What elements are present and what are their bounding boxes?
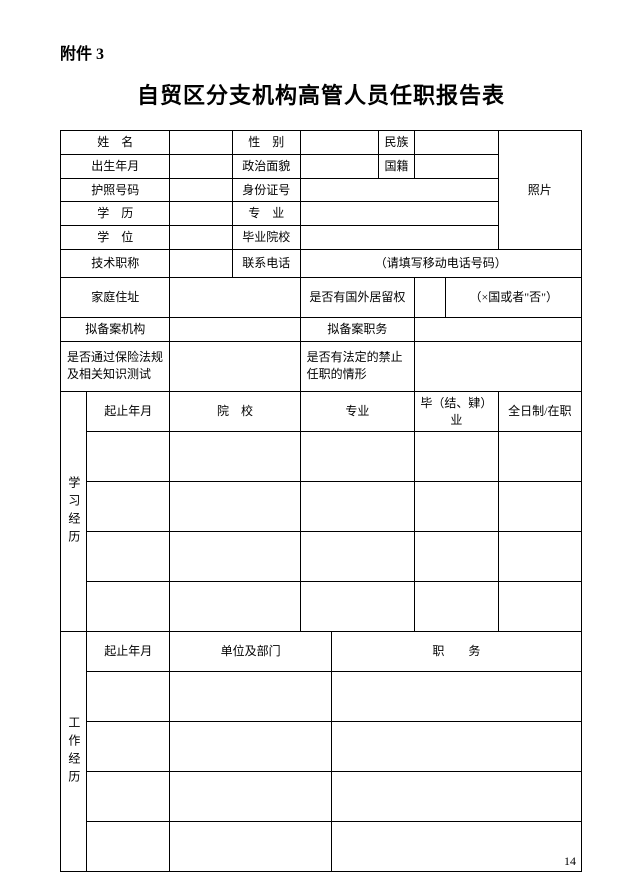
work-period-header: 起止年月 (87, 632, 170, 672)
label-filing-pos: 拟备案职务 (300, 317, 415, 341)
work-unit-1 (170, 672, 331, 722)
work-unit-4 (170, 822, 331, 872)
work-period-2 (87, 722, 170, 772)
field-home-addr (170, 277, 300, 317)
edu-inst-3 (170, 532, 300, 582)
work-section-label: 工作经历 (61, 632, 87, 872)
work-unit-3 (170, 772, 331, 822)
field-filing-pos (415, 317, 582, 341)
field-birth (170, 154, 233, 178)
edu-major-4 (300, 582, 415, 632)
edu-major-1 (300, 432, 415, 482)
label-passport: 护照号码 (61, 178, 170, 202)
field-filing-org (170, 317, 300, 341)
field-political (300, 154, 378, 178)
label-filing-org: 拟备案机构 (61, 317, 170, 341)
label-birth: 出生年月 (61, 154, 170, 178)
field-exam (170, 341, 300, 391)
field-prohibit (415, 341, 582, 391)
edu-period-2 (87, 482, 170, 532)
field-school (300, 226, 498, 250)
work-position-4 (331, 822, 581, 872)
label-home-addr: 家庭住址 (61, 277, 170, 317)
label-nationality: 国籍 (378, 154, 414, 178)
edu-grad-1 (415, 432, 498, 482)
edu-period-4 (87, 582, 170, 632)
edu-major-3 (300, 532, 415, 582)
field-gender (300, 131, 378, 155)
form-title: 自贸区分支机构高管人员任职报告表 (60, 78, 582, 110)
page-number: 14 (564, 854, 576, 869)
edu-fulltime-1 (498, 432, 581, 482)
work-unit-2 (170, 722, 331, 772)
field-foreign-residence (415, 277, 446, 317)
edu-fulltime-3 (498, 532, 581, 582)
edu-section-label: 学习经历 (61, 391, 87, 632)
label-prohibit: 是否有法定的禁止任职的情形 (300, 341, 415, 391)
field-degree (170, 226, 233, 250)
label-phone: 联系电话 (232, 249, 300, 277)
work-unit-header: 单位及部门 (170, 632, 331, 672)
work-position-3 (331, 772, 581, 822)
foreign-hint: （×国或者"否"） (446, 277, 582, 317)
work-position-2 (331, 722, 581, 772)
label-idcard: 身份证号 (232, 178, 300, 202)
label-major: 专 业 (232, 202, 300, 226)
edu-inst-header: 院 校 (170, 391, 300, 432)
label-gender: 性 别 (232, 131, 300, 155)
edu-period-1 (87, 432, 170, 482)
photo-cell: 照片 (498, 131, 581, 250)
form-table: 姓 名 性 别 民族 照片 出生年月 政治面貌 国籍 护照号码 身份证号 学 历 (60, 130, 582, 872)
field-tech-title (170, 249, 233, 277)
label-exam: 是否通过保险法规及相关知识测试 (61, 341, 170, 391)
label-school: 毕业院校 (232, 226, 300, 250)
work-period-3 (87, 772, 170, 822)
label-ethnicity: 民族 (378, 131, 414, 155)
field-idcard (300, 178, 498, 202)
work-position-1 (331, 672, 581, 722)
field-major (300, 202, 498, 226)
label-foreign-residence: 是否有国外居留权 (300, 277, 415, 317)
work-period-1 (87, 672, 170, 722)
work-position-header: 职 务 (331, 632, 581, 672)
field-nationality (415, 154, 498, 178)
edu-inst-2 (170, 482, 300, 532)
attachment-label: 附件 3 (60, 40, 582, 64)
field-passport (170, 178, 233, 202)
edu-grad-2 (415, 482, 498, 532)
edu-fulltime-4 (498, 582, 581, 632)
work-period-4 (87, 822, 170, 872)
label-tech-title: 技术职称 (61, 249, 170, 277)
edu-grad-3 (415, 532, 498, 582)
edu-inst-1 (170, 432, 300, 482)
label-name: 姓 名 (61, 131, 170, 155)
edu-period-3 (87, 532, 170, 582)
edu-major-header: 专业 (300, 391, 415, 432)
label-education: 学 历 (61, 202, 170, 226)
field-name (170, 131, 233, 155)
edu-inst-4 (170, 582, 300, 632)
field-ethnicity (415, 131, 498, 155)
edu-fulltime-2 (498, 482, 581, 532)
edu-major-2 (300, 482, 415, 532)
edu-fulltime-header: 全日制/在职 (498, 391, 581, 432)
edu-grad-header: 毕（结、肄）业 (415, 391, 498, 432)
label-political: 政治面貌 (232, 154, 300, 178)
edu-grad-4 (415, 582, 498, 632)
field-education (170, 202, 233, 226)
label-degree: 学 位 (61, 226, 170, 250)
edu-period-header: 起止年月 (87, 391, 170, 432)
phone-hint: （请填写移动电话号码） (300, 249, 581, 277)
